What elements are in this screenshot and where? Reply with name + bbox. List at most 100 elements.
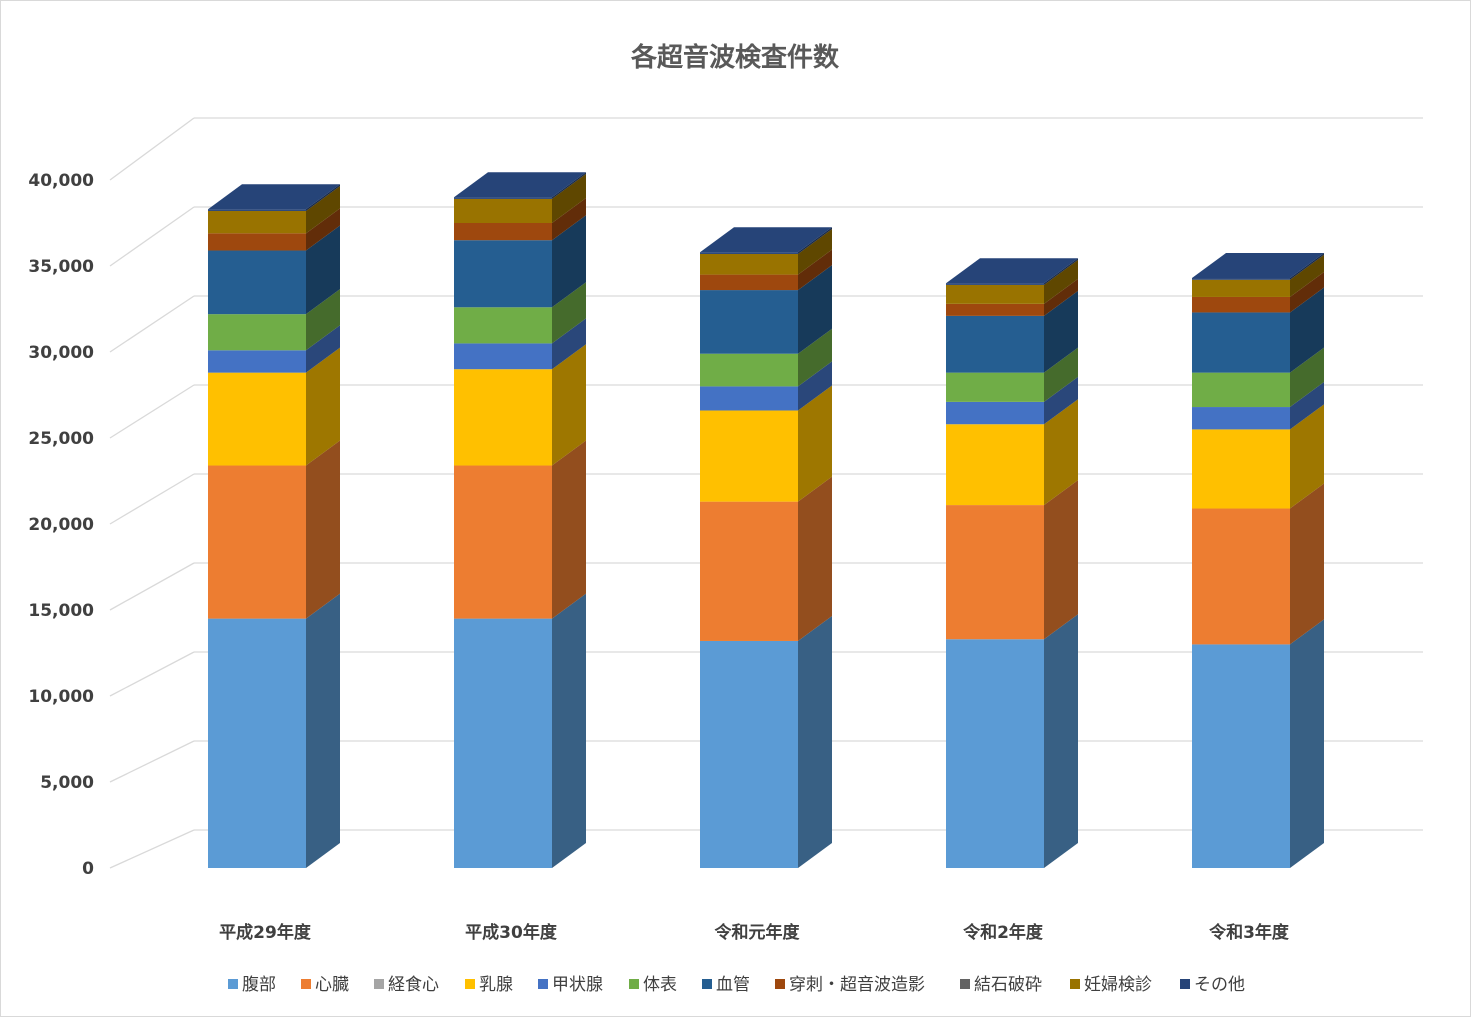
bar[interactable]: [208, 465, 306, 619]
bar[interactable]: [208, 350, 306, 373]
bar[interactable]: [454, 198, 552, 223]
bar-side[interactable]: [1290, 253, 1324, 280]
bar-side[interactable]: [306, 184, 340, 211]
legend-item[interactable]: 穿刺・超音波造影: [775, 975, 925, 995]
bar-side[interactable]: [1044, 258, 1078, 285]
legend-item[interactable]: 経食心: [374, 975, 439, 995]
bar[interactable]: [700, 252, 798, 254]
bar-side[interactable]: [1290, 483, 1324, 645]
bar[interactable]: [700, 640, 798, 868]
legend-item[interactable]: 結石破砕: [960, 975, 1042, 995]
bar[interactable]: [454, 369, 552, 466]
bar[interactable]: [454, 223, 552, 241]
bar-side[interactable]: [798, 361, 832, 411]
bar-side[interactable]: [552, 344, 586, 466]
bar-side[interactable]: [552, 172, 586, 199]
bar-side[interactable]: [306, 185, 340, 234]
bar[interactable]: [1192, 278, 1290, 280]
bar-side[interactable]: [1290, 254, 1324, 297]
bar[interactable]: [700, 353, 798, 387]
bar-side[interactable]: [1044, 614, 1078, 868]
bar[interactable]: [700, 410, 798, 502]
bar-side[interactable]: [552, 173, 586, 223]
bar-side[interactable]: [1290, 619, 1324, 868]
legend-item[interactable]: 乳腺: [465, 975, 513, 995]
bar-side[interactable]: [552, 282, 586, 344]
bar-side[interactable]: [798, 228, 832, 275]
bar-side[interactable]: [1044, 290, 1078, 373]
bar[interactable]: [1192, 279, 1290, 297]
bar[interactable]: [208, 618, 306, 868]
bar-side[interactable]: [798, 265, 832, 354]
bar[interactable]: [700, 253, 798, 275]
bar-side[interactable]: [306, 225, 340, 315]
bar-top[interactable]: [700, 227, 832, 253]
bar-side[interactable]: [552, 215, 586, 308]
legend-item[interactable]: 甲状腺: [538, 975, 603, 995]
bar[interactable]: [1192, 407, 1290, 430]
bar[interactable]: [946, 315, 1044, 373]
bar-side[interactable]: [798, 249, 832, 291]
bar[interactable]: [946, 424, 1044, 506]
bar[interactable]: [208, 233, 306, 251]
bar-side[interactable]: [1290, 347, 1324, 408]
bar-side[interactable]: [1044, 278, 1078, 316]
legend-item[interactable]: 腹部: [228, 975, 276, 995]
bar-side[interactable]: [306, 325, 340, 373]
bar[interactable]: [946, 505, 1044, 640]
bar[interactable]: [454, 343, 552, 370]
bar[interactable]: [700, 386, 798, 411]
bar-side[interactable]: [552, 440, 586, 619]
bar[interactable]: [208, 372, 306, 466]
bar[interactable]: [454, 618, 552, 868]
bar[interactable]: [208, 314, 306, 351]
bar-side[interactable]: [306, 593, 340, 868]
bar[interactable]: [700, 274, 798, 291]
bar-side[interactable]: [552, 318, 586, 370]
bar-top[interactable]: [946, 258, 1078, 284]
bar[interactable]: [208, 250, 306, 315]
legend-item[interactable]: 体表: [629, 975, 677, 995]
bar-side[interactable]: [1044, 259, 1078, 304]
bar-top[interactable]: [454, 172, 586, 198]
bar-side[interactable]: [1044, 376, 1078, 425]
bar[interactable]: [946, 283, 1044, 285]
legend-item[interactable]: 血管: [702, 975, 750, 995]
legend[interactable]: 腹部 心臓 経食心 乳腺 甲状腺 体表 血管 穿刺・超音波造影 結石破砕 妊婦検診 その他: [228, 975, 1245, 995]
bar-side[interactable]: [306, 347, 340, 466]
bar[interactable]: [946, 372, 1044, 402]
bar[interactable]: [454, 465, 552, 619]
bar[interactable]: [946, 639, 1044, 868]
bar[interactable]: [1192, 312, 1290, 373]
bar[interactable]: [1192, 296, 1290, 313]
bar-side[interactable]: [798, 385, 832, 502]
legend-item[interactable]: 心臓: [301, 975, 349, 995]
bar[interactable]: [454, 240, 552, 308]
legend-item[interactable]: その他: [1180, 975, 1245, 995]
bar-side[interactable]: [306, 208, 340, 251]
bar-side[interactable]: [798, 227, 832, 254]
bar-top[interactable]: [208, 184, 340, 210]
bar-side[interactable]: [1290, 287, 1324, 373]
bar-side[interactable]: [1290, 404, 1324, 509]
bar[interactable]: [1192, 372, 1290, 408]
bar[interactable]: [454, 307, 552, 344]
bar-side[interactable]: [798, 476, 832, 641]
bar-side[interactable]: [1044, 480, 1078, 640]
bar[interactable]: [1192, 429, 1290, 509]
bar[interactable]: [208, 210, 306, 234]
legend-item[interactable]: 妊婦検診: [1070, 975, 1152, 995]
bar-side[interactable]: [552, 593, 586, 868]
bar-side[interactable]: [798, 328, 832, 387]
bar-side[interactable]: [1044, 347, 1078, 402]
bar-side[interactable]: [306, 440, 340, 619]
bar-top[interactable]: [1192, 253, 1324, 279]
bar[interactable]: [1192, 644, 1290, 868]
bar[interactable]: [946, 401, 1044, 425]
bar-side[interactable]: [306, 289, 340, 351]
bar[interactable]: [454, 197, 552, 199]
bar-side[interactable]: [1290, 271, 1324, 313]
bar-side[interactable]: [1290, 382, 1324, 430]
bar[interactable]: [946, 284, 1044, 304]
bar[interactable]: [946, 303, 1044, 316]
